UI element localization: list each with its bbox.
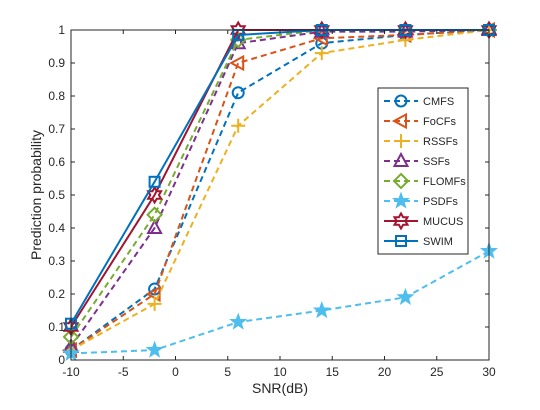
x-tick-label: 15 bbox=[326, 365, 340, 379]
y-tick-label: 0.2 bbox=[48, 287, 65, 301]
legend-swatch-marker bbox=[394, 94, 408, 108]
y-axis-label: Prediction probability bbox=[28, 130, 44, 260]
legend-item-psdfs: PSDFs bbox=[384, 191, 458, 209]
data-point-psdfs bbox=[396, 287, 415, 305]
y-tick-label: 0.4 bbox=[48, 221, 65, 235]
y-tick-label: 0.5 bbox=[48, 188, 65, 202]
x-tick-label: -10 bbox=[62, 365, 80, 379]
axis-ticks: -10 -5 0 5 10 15 20 25 30 0 0.1 0.2 0.3 0.4 0.5 0.6 0.7 0… bbox=[48, 23, 496, 379]
legend: CMFS FoCFs RSSFs SSFs FLOMFs PSDFs MUCUS SWIM bbox=[377, 87, 469, 255]
legend-label: RSSFs bbox=[423, 136, 458, 148]
legend-swatch-marker bbox=[392, 172, 410, 190]
data-point-ssfs bbox=[146, 218, 163, 234]
legend-label: PSDFs bbox=[423, 196, 458, 208]
legend-swatch-marker bbox=[391, 191, 411, 209]
data-point-psdfs bbox=[229, 312, 248, 330]
data-point-flomfs bbox=[146, 206, 164, 224]
legend-item-flomfs: FLOMFs bbox=[384, 172, 466, 190]
x-tick-label: 30 bbox=[482, 365, 496, 379]
legend-item-focfs: FoCFs bbox=[384, 112, 457, 130]
data-point-psdfs bbox=[145, 340, 164, 358]
legend-swatch-marker bbox=[394, 134, 408, 148]
legend-swatch-marker bbox=[392, 151, 410, 167]
data-point-rssfs bbox=[231, 118, 246, 133]
legend-label: CMFS bbox=[423, 96, 454, 108]
y-tick-label: 0.9 bbox=[48, 56, 65, 70]
y-tick-label: 0.1 bbox=[48, 320, 65, 334]
legend-swatch-marker bbox=[392, 211, 410, 231]
x-tick-label: 20 bbox=[378, 365, 392, 379]
legend-box bbox=[377, 87, 469, 255]
legend-label: FoCFs bbox=[423, 116, 457, 128]
y-tick-label: 0 bbox=[58, 353, 65, 367]
legend-item-mucus: MUCUS bbox=[384, 211, 463, 231]
y-tick-label: 0.8 bbox=[48, 89, 65, 103]
legend-item-cmfs: CMFS bbox=[384, 94, 454, 108]
series-line-psdfs bbox=[70, 250, 490, 355]
legend-item-rssfs: RSSFs bbox=[384, 134, 458, 148]
data-point-focfs bbox=[229, 54, 245, 72]
series-line-focfs bbox=[70, 29, 490, 351]
legend-item-ssfs: SSFs bbox=[384, 151, 450, 168]
legend-label: FLOMFs bbox=[423, 176, 466, 188]
data-point-psdfs bbox=[312, 301, 331, 319]
x-tick-label: 0 bbox=[172, 365, 179, 379]
y-tick-label: 0.3 bbox=[48, 254, 65, 268]
x-axis-label: SNR(dB) bbox=[252, 380, 308, 396]
legend-label: SSFs bbox=[423, 156, 450, 168]
data-point-swim bbox=[148, 175, 161, 188]
series-line-ssfs bbox=[70, 29, 490, 348]
legend-label: MUCUS bbox=[423, 216, 463, 228]
y-tick-label: 0.6 bbox=[48, 155, 65, 169]
data-point-mucus bbox=[229, 20, 247, 40]
y-tick-label: 1 bbox=[58, 23, 65, 37]
x-tick-label: 25 bbox=[430, 365, 444, 379]
x-tick-label: -5 bbox=[118, 365, 129, 379]
series-line-rssfs bbox=[70, 29, 490, 351]
x-tick-label: 5 bbox=[224, 365, 231, 379]
y-tick-label: 0.7 bbox=[48, 122, 65, 136]
x-tick-label: 10 bbox=[273, 365, 287, 379]
legend-item-swim: SWIM bbox=[384, 235, 453, 248]
data-point-cmfs bbox=[231, 86, 245, 100]
legend-swatch-marker bbox=[395, 235, 407, 247]
data-point-mucus bbox=[313, 20, 331, 40]
legend-label: SWIM bbox=[423, 236, 453, 248]
data-point-rssfs bbox=[314, 46, 329, 61]
data-point-rssfs bbox=[147, 296, 162, 311]
data-point-mucus bbox=[397, 20, 414, 40]
legend-swatch-marker bbox=[391, 112, 407, 130]
